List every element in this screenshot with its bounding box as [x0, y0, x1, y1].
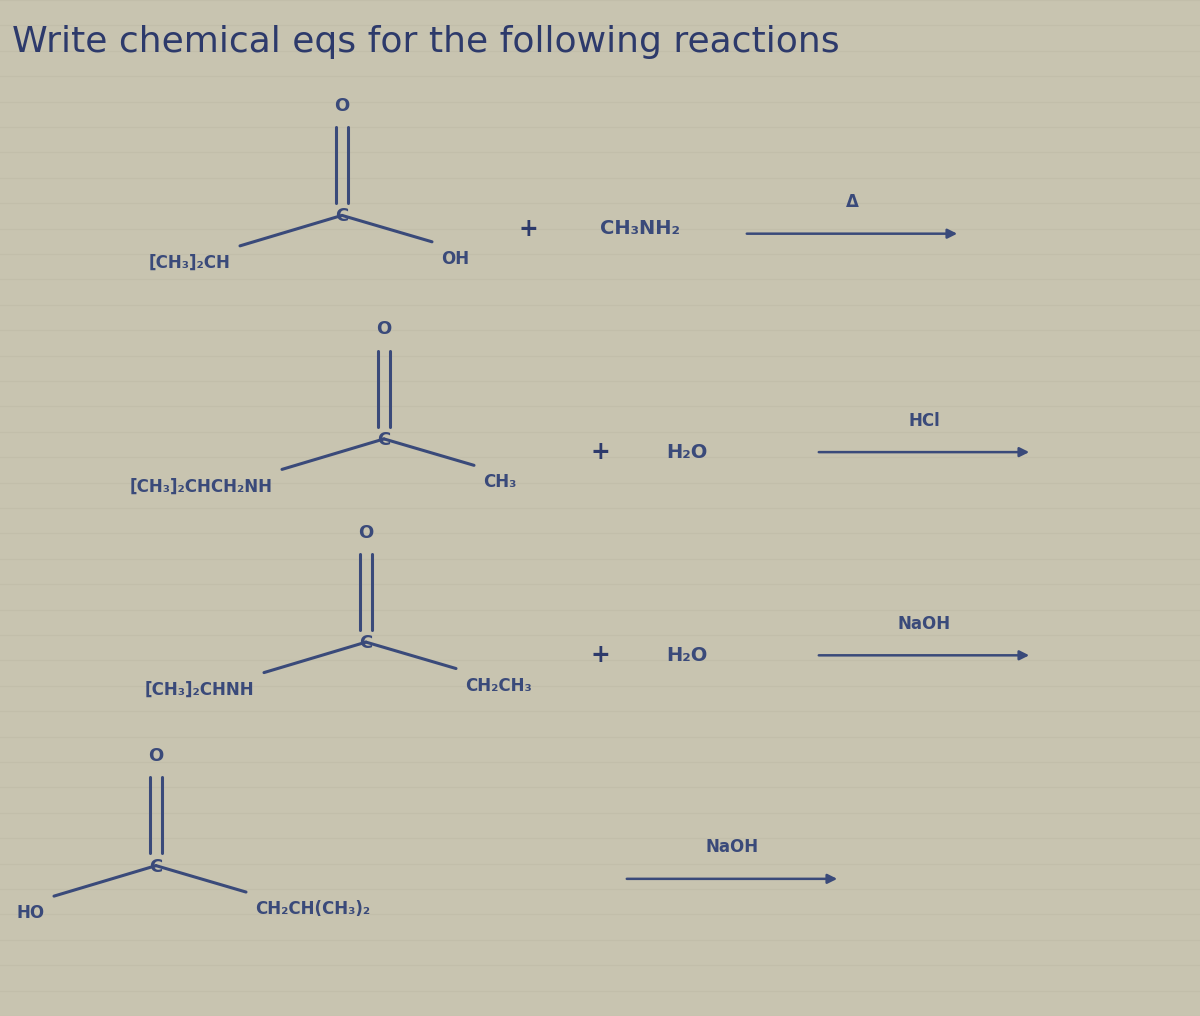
Text: Write chemical eqs for the following reactions: Write chemical eqs for the following rea…	[12, 25, 840, 59]
Text: [CH₃]₂CHNH: [CH₃]₂CHNH	[145, 681, 254, 699]
Text: CH₃: CH₃	[484, 473, 517, 492]
Text: CH₂CH₃: CH₂CH₃	[466, 677, 533, 695]
Text: C: C	[335, 207, 349, 226]
Text: C: C	[377, 431, 391, 449]
Text: [CH₃]₂CH: [CH₃]₂CH	[149, 254, 230, 272]
Text: HO: HO	[17, 904, 44, 923]
Text: CH₂CH(CH₃)₂: CH₂CH(CH₃)₂	[256, 900, 371, 918]
Text: O: O	[377, 320, 391, 338]
Text: OH: OH	[442, 250, 469, 268]
Text: [CH₃]₂CHCH₂NH: [CH₃]₂CHCH₂NH	[130, 478, 272, 496]
Text: NaOH: NaOH	[898, 615, 950, 633]
Text: HCl: HCl	[908, 411, 940, 430]
Text: +: +	[590, 440, 610, 464]
Text: C: C	[359, 634, 373, 652]
Text: +: +	[590, 643, 610, 668]
Text: +: +	[518, 216, 538, 241]
Text: C: C	[149, 858, 163, 876]
Text: CH₃NH₂: CH₃NH₂	[600, 219, 680, 238]
Text: NaOH: NaOH	[706, 838, 758, 856]
Text: Δ: Δ	[846, 193, 858, 211]
Text: O: O	[149, 747, 163, 765]
Text: O: O	[359, 523, 373, 542]
Text: O: O	[335, 97, 349, 115]
Text: H₂O: H₂O	[666, 443, 707, 461]
Text: H₂O: H₂O	[666, 646, 707, 664]
